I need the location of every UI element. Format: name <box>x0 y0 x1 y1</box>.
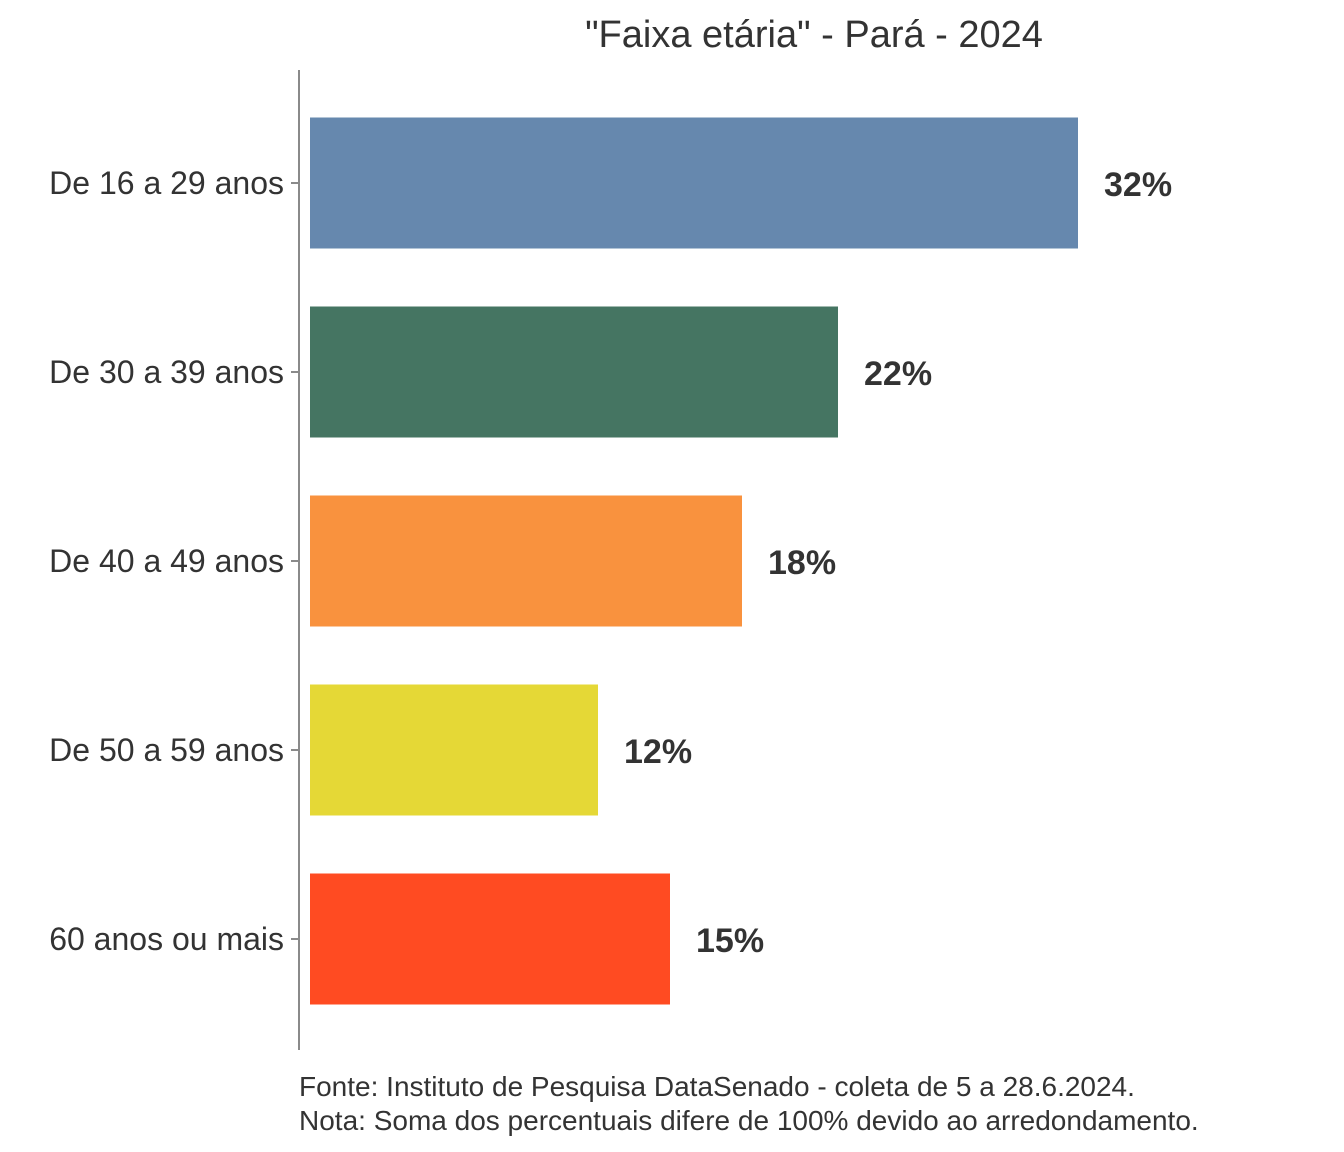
bars-layer: De 16 a 29 anos 32% De 30 a 39 anos 22% De 4… <box>49 117 1172 1005</box>
value-label: 18% <box>768 544 836 582</box>
bar <box>310 117 1078 249</box>
note-caption: Nota: Soma dos percentuais difere de 100… <box>299 1105 1199 1136</box>
category-label: De 16 a 29 anos <box>49 165 284 201</box>
bar <box>310 873 670 1005</box>
bar <box>310 306 838 438</box>
bar <box>310 684 598 816</box>
category-label: De 40 a 49 anos <box>49 543 284 579</box>
category-label: 60 anos ou mais <box>49 921 284 957</box>
value-label: 22% <box>864 355 932 393</box>
bar <box>310 495 742 627</box>
source-caption: Fonte: Instituto de Pesquisa DataSenado … <box>299 1071 1135 1102</box>
value-label: 32% <box>1104 166 1172 204</box>
value-label: 12% <box>624 733 692 771</box>
category-label: De 50 a 59 anos <box>49 732 284 768</box>
value-label: 15% <box>696 922 764 960</box>
category-label: De 30 a 39 anos <box>49 354 284 390</box>
chart-title: "Faixa etária" - Pará - 2024 <box>585 14 1043 56</box>
